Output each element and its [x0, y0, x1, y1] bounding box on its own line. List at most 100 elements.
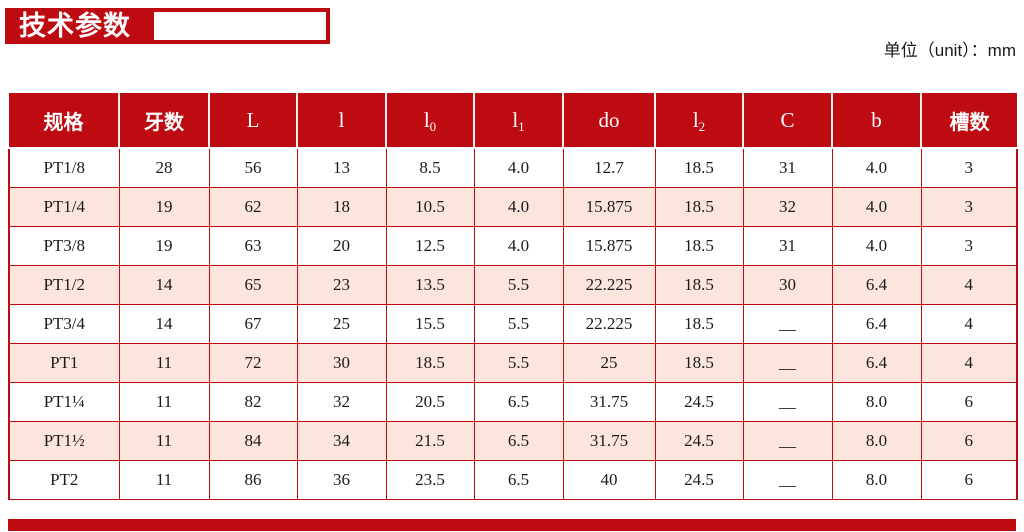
table-cell: 5.5: [473, 264, 564, 305]
column-header-label: l: [423, 107, 430, 132]
table-cell: 5.5: [473, 303, 564, 344]
table-cell: 63: [208, 225, 298, 266]
column-header: l2: [654, 93, 743, 149]
table-cell: 36: [296, 459, 387, 500]
table-cell: 6.4: [831, 303, 922, 344]
table-cell: 62: [208, 186, 298, 227]
table-cell: 82: [208, 381, 298, 422]
table-cell: 30: [296, 342, 387, 383]
table-row: PT1/4 19 62 18 10.5 4.0 15.875 18.5 32 4.0 3: [8, 186, 1018, 227]
table-row: PT1 11 72 30 18.5 5.5 25 18.5 __ 6.4 4: [8, 342, 1018, 383]
table-cell: 22.225: [562, 303, 656, 344]
table-cell: 3: [920, 147, 1018, 188]
table-cell: 18.5: [654, 147, 744, 188]
page-title: 技术参数: [19, 11, 131, 41]
table-cell: 21.5: [385, 420, 475, 461]
table-cell: 6.5: [473, 381, 564, 422]
table-cell: __: [742, 381, 833, 422]
table-row: PT2 11 86 36 23.5 6.5 40 24.5 __ 8.0 6: [8, 459, 1018, 500]
table-row: PT1¼ 11 82 32 20.5 6.5 31.75 24.5 __ 8.0 6: [8, 381, 1018, 422]
table-cell: 25: [562, 342, 656, 383]
table-row: PT1/8 28 56 13 8.5 4.0 12.7 18.5 31 4.0 3: [8, 147, 1018, 188]
table-cell: 6.4: [831, 342, 922, 383]
table-cell: 4.0: [831, 147, 922, 188]
table-cell: 5.5: [473, 342, 564, 383]
table-cell: 18.5: [654, 225, 744, 266]
table-cell: 11: [118, 459, 210, 500]
table-cell: 18.5: [654, 186, 744, 227]
table-cell: 86: [208, 459, 298, 500]
table-cell: 20.5: [385, 381, 475, 422]
column-header-subscript: 2: [698, 119, 706, 135]
table-cell: 65: [208, 264, 298, 305]
table-cell: 10.5: [385, 186, 475, 227]
column-header-label: l: [338, 107, 345, 132]
table-cell: 4.0: [473, 147, 564, 188]
column-header-label: b: [871, 107, 882, 132]
table-cell: 28: [118, 147, 210, 188]
table-cell: __: [742, 459, 833, 500]
column-header-label: 槽数: [949, 111, 990, 134]
table-cell: 15.875: [562, 186, 656, 227]
table-cell: PT1: [8, 342, 120, 383]
table-cell: 15.875: [562, 225, 656, 266]
table-cell: 12.7: [562, 147, 656, 188]
table-cell: PT1/2: [8, 264, 120, 305]
table-body: PT1/8 28 56 13 8.5 4.0 12.7 18.5 31 4.0 3 PT1/4 19 62…: [8, 147, 1018, 500]
table-cell: 4.0: [473, 186, 564, 227]
table-cell: 18.5: [654, 342, 744, 383]
table-cell: PT1/8: [8, 147, 120, 188]
table-cell: 6.5: [473, 459, 564, 500]
table-cell: 24.5: [654, 381, 744, 422]
table-cell: 67: [208, 303, 298, 344]
table-cell: 11: [118, 420, 210, 461]
column-header-label: l: [512, 107, 519, 132]
table-cell: 14: [118, 303, 210, 344]
table-cell: 19: [118, 225, 210, 266]
table-cell: 34: [296, 420, 387, 461]
table-cell: 31.75: [562, 420, 656, 461]
table-cell: 19: [118, 186, 210, 227]
table-cell: 6: [920, 459, 1018, 500]
table-cell: 8.0: [831, 381, 922, 422]
table-row: PT1/2 14 65 23 13.5 5.5 22.225 18.5 30 6.4 4: [8, 264, 1018, 305]
table-cell: 6: [920, 381, 1018, 422]
unit-note: 单位（unit）：mm: [883, 41, 1016, 60]
table-cell: PT1¼: [8, 381, 120, 422]
table-row: PT3/8 19 63 20 12.5 4.0 15.875 18.5 31 4.0 3: [8, 225, 1018, 266]
table-cell: 18: [296, 186, 387, 227]
table-cell: 8.5: [385, 147, 475, 188]
table-cell: 3: [920, 225, 1018, 266]
column-header-label: 规格: [43, 111, 84, 134]
table-cell: 20: [296, 225, 387, 266]
column-header: b: [831, 93, 921, 149]
column-header: l0: [385, 93, 474, 149]
table-cell: 56: [208, 147, 298, 188]
column-header-label: l: [692, 107, 699, 132]
table-cell: 18.5: [654, 264, 744, 305]
table-cell: 6: [920, 420, 1018, 461]
table-cell: 24.5: [654, 459, 744, 500]
table-cell: 3: [920, 186, 1018, 227]
table-cell: 18.5: [385, 342, 475, 383]
table-cell: 30: [742, 264, 833, 305]
table-cell: 8.0: [831, 420, 922, 461]
table-cell: 8.0: [831, 459, 922, 500]
table-cell: __: [742, 303, 833, 344]
table-cell: 25: [296, 303, 387, 344]
table-cell: 32: [742, 186, 833, 227]
column-header: 牙数: [118, 93, 209, 149]
column-header: l1: [473, 93, 563, 149]
table-cell: 18.5: [654, 303, 744, 344]
table-cell: __: [742, 342, 833, 383]
column-header: C: [742, 93, 832, 149]
table-cell: 4: [920, 303, 1018, 344]
table-cell: PT1/4: [8, 186, 120, 227]
column-header-label: do: [598, 107, 620, 132]
table-cell: 13.5: [385, 264, 475, 305]
table-cell: 11: [118, 381, 210, 422]
table-cell: 23: [296, 264, 387, 305]
table-cell: 72: [208, 342, 298, 383]
table-cell: __: [742, 420, 833, 461]
table-cell: 15.5: [385, 303, 475, 344]
